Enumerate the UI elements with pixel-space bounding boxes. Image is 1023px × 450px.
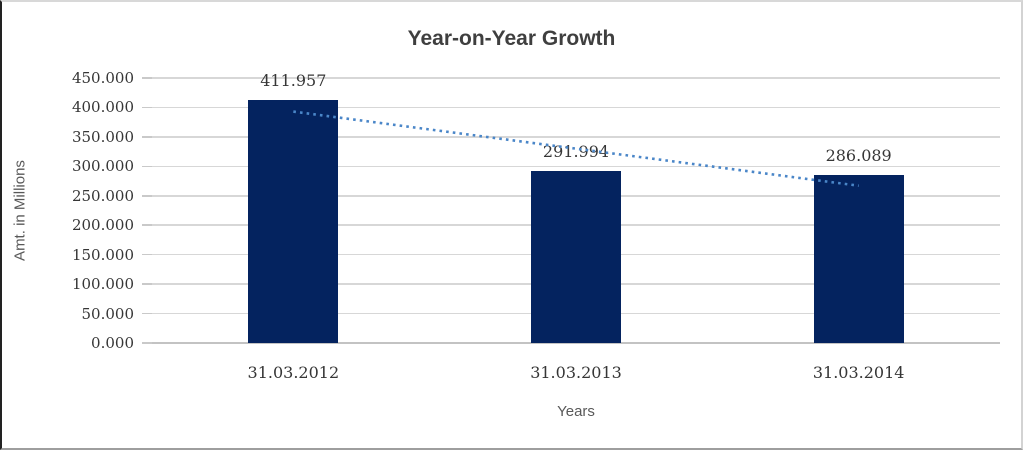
y-tick-label: 0.000 bbox=[91, 334, 134, 352]
x-category-label: 31.03.2012 bbox=[247, 363, 340, 382]
y-tick-label: 450.000 bbox=[71, 69, 134, 87]
x-axis-title: Years bbox=[557, 403, 595, 420]
y-tick-mark bbox=[142, 106, 152, 109]
y-gridline bbox=[152, 106, 1000, 109]
bar bbox=[531, 171, 621, 343]
y-tick-label: 150.000 bbox=[71, 245, 134, 264]
y-tick-label: 50.000 bbox=[81, 304, 135, 323]
x-category-label: 31.03.2013 bbox=[530, 363, 622, 382]
bar bbox=[813, 174, 904, 343]
y-gridline bbox=[152, 77, 1000, 79]
y-tick-mark bbox=[142, 253, 152, 256]
y-tick-mark bbox=[142, 165, 152, 168]
bar bbox=[248, 100, 339, 343]
y-tick-label: 400.000 bbox=[71, 98, 134, 117]
y-tick-label: 300.000 bbox=[71, 157, 134, 176]
y-tick-label: 350.000 bbox=[71, 127, 134, 146]
y-tick-label: 100.000 bbox=[71, 275, 134, 294]
y-tick-mark bbox=[142, 342, 152, 344]
y-tick-label: 250.000 bbox=[71, 186, 134, 205]
y-tick-mark bbox=[142, 312, 152, 315]
x-axis-line bbox=[152, 342, 1000, 344]
y-gridline bbox=[152, 165, 1000, 168]
bar-data-label: 286.089 bbox=[825, 145, 892, 165]
x-category-label: 31.03.2014 bbox=[812, 363, 905, 382]
bar-data-label: 411.957 bbox=[260, 71, 327, 91]
y-tick-mark bbox=[142, 195, 152, 197]
y-tick-mark bbox=[142, 77, 152, 79]
y-gridline bbox=[152, 136, 1000, 138]
chart-title: Year-on-Year Growth bbox=[407, 27, 616, 50]
y-tick-mark bbox=[142, 224, 152, 226]
y-tick-mark bbox=[142, 283, 152, 285]
y-tick-label: 200.000 bbox=[71, 216, 134, 235]
y-tick-mark bbox=[142, 136, 152, 138]
